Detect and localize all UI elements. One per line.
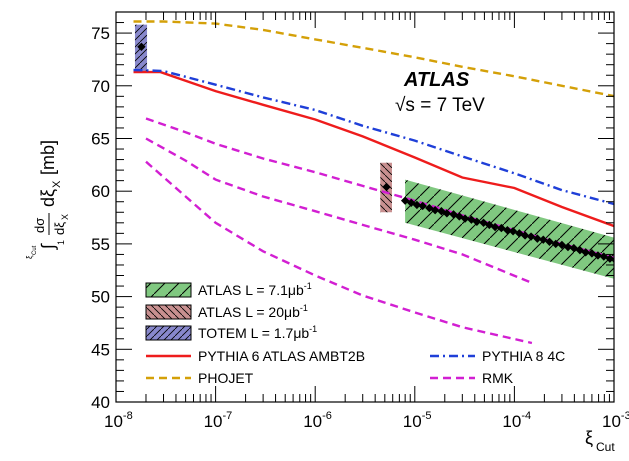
y-tick-label: 65 — [91, 129, 110, 148]
atlas-7-point — [490, 222, 500, 232]
legend-swatch — [145, 325, 192, 341]
y-tick-label: 45 — [91, 340, 110, 359]
x-tick-label: 10-7 — [204, 410, 233, 431]
axis-ticks — [115, 11, 615, 403]
legend: ATLAS L = 7.1μb-1 ATLAS L = 20μb-1 TOTEM L… — [145, 281, 565, 386]
rmk-curve — [145, 160, 533, 345]
atlas-7-point — [412, 200, 422, 210]
svg-text:ξ: ξ — [585, 428, 593, 448]
atlas-7-point — [418, 201, 427, 211]
x-tick-label: 10-5 — [403, 410, 432, 431]
atlas-7-point — [472, 217, 482, 226]
svg-text:dξ: dξ — [52, 222, 67, 235]
svg-text:X: X — [60, 214, 70, 220]
pythia-8-4c-curve — [133, 68, 614, 206]
atlas-7-point — [545, 237, 554, 246]
y-tick-label: 75 — [91, 24, 110, 43]
x-axis-title: ξ Cut — [585, 428, 615, 454]
svg-text:dσ: dσ — [32, 218, 47, 233]
svg-text:Cut: Cut — [596, 440, 615, 454]
legend-swatch — [145, 282, 192, 298]
legend-label: ATLAS L = 20μb-1 — [198, 303, 308, 320]
y-tick-label: 55 — [91, 235, 110, 254]
atlas-7-point — [587, 249, 597, 258]
legend-swatch — [145, 304, 192, 320]
svg-text:ξ: ξ — [25, 255, 34, 259]
pythia-6-atlas-ambt2b-curve — [133, 70, 614, 228]
x-tick-label: 10-6 — [303, 410, 332, 431]
experiment-label: ATLAS — [403, 69, 470, 91]
totem-point — [137, 42, 146, 51]
svg-text:∫: ∫ — [38, 243, 58, 251]
atlas-20-point — [382, 182, 391, 192]
atlas-7-point — [467, 215, 476, 224]
atlas-7-point — [442, 209, 452, 218]
phojet-curve — [133, 20, 614, 98]
x-tick-label: 10-8 — [104, 410, 133, 431]
atlas-7-point — [569, 243, 579, 253]
y-tick-label: 50 — [91, 288, 110, 307]
atlas-7-point — [618, 259, 626, 267]
atlas-7-point — [593, 251, 603, 260]
atlas-7-point — [575, 246, 585, 255]
plot-frame — [115, 11, 615, 403]
atlas-7-point — [599, 252, 609, 261]
atlas-7-point — [485, 220, 494, 230]
legend-label: ATLAS L = 7.1μb-1 — [198, 281, 312, 298]
x-tick-label: 10-3 — [602, 410, 629, 431]
energy-label: √s = 7 TeV — [395, 95, 485, 116]
svg-text:dξ: dξ — [38, 189, 58, 207]
atlas-7-point — [520, 231, 530, 240]
y-axis-title: ∫ ξ Cut 1 dσ dξ X dξ X [mb] — [25, 140, 70, 259]
rmk-curve — [145, 117, 614, 260]
y-tick-label: 40 — [91, 393, 110, 412]
legend-label: PHOJET — [198, 370, 254, 386]
svg-text:Cut: Cut — [32, 245, 38, 255]
atlas-7-point — [533, 234, 542, 243]
atlas-7-point — [563, 242, 573, 252]
atlas-7-point — [503, 225, 512, 235]
data-points — [137, 42, 626, 267]
y-tick-label: 70 — [91, 77, 110, 96]
legend-label: PYTHIA 6 ATLAS AMBT2B — [198, 348, 365, 364]
legend-label: TOTEM L = 1.7μb-1 — [198, 324, 317, 341]
atlas-7-point — [430, 205, 440, 215]
atlas-7-point — [581, 248, 590, 257]
atlas-7-point — [508, 227, 518, 236]
legend-label: RMK — [482, 370, 514, 386]
atlas-7-point — [551, 239, 560, 249]
legend-label: PYTHIA 8 4C — [482, 348, 565, 364]
tick-labels: 10-8 10-7 10-6 10-5 10-4 10-3 40 45 50 55 60 65 70 75 — [91, 24, 629, 431]
rmk-curve — [145, 137, 533, 285]
x-tick-label: 10-4 — [502, 410, 531, 431]
atlas-7-point — [460, 214, 470, 223]
atlas-7-point — [406, 198, 416, 207]
svg-text:1: 1 — [56, 240, 66, 245]
y-axis-unit: [mb] — [38, 140, 58, 175]
model-curves — [133, 20, 614, 345]
svg-text:X: X — [51, 180, 63, 188]
y-tick-label: 60 — [91, 182, 110, 201]
